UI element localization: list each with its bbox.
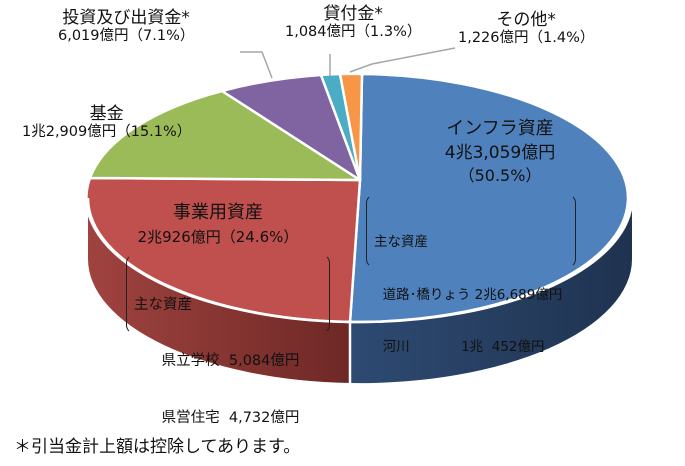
footnote: ＊引当金計上額は控除してあります。 [14, 437, 301, 457]
label-kashi-value: 1,084億円（1.3%） [285, 24, 422, 41]
label-sonota-value: 1,226億円（1.4%） [458, 30, 595, 47]
label-infra-name: インフラ資産 [446, 118, 554, 139]
label-sonota-name: その他* [496, 10, 556, 30]
label-kashi-name: 貸付金* [323, 4, 383, 24]
slice-sonota [338, 72, 364, 182]
infra-box-heading: 主な資産 [374, 234, 428, 251]
label-toshi-name: 投資及び出資金* [62, 8, 190, 28]
label-infra-pct: （50.5%） [458, 165, 542, 185]
pie-top [85, 72, 630, 324]
top-rim [86, 197, 634, 324]
label-kikin: 基金 1兆2,909億円（15.1%） [22, 104, 191, 142]
label-jigyo: 事業用資産 2兆926億円（24.6%） [118, 202, 318, 246]
label-sonota: その他* 1,226億円（1.4%） [458, 10, 594, 48]
label-toshi-value: 6,019億円（7.1%） [58, 28, 195, 45]
label-infra: インフラ資産 4兆3,059億円 （50.5%） [420, 118, 580, 185]
label-infra-value: 4兆3,059億円 [444, 142, 556, 163]
slice-kikin [88, 89, 362, 182]
jigyo-box-heading: 主な資産 [134, 296, 192, 313]
infra-detail-box: 主な資産 道路･橋りょう 2兆6,689億円 河川 1兆 452億円 [374, 199, 562, 374]
jigyo-box-line2: 県営住宅 4,732億円 [134, 409, 300, 426]
leader-sonota [349, 47, 456, 73]
pie-side-walls [87, 198, 633, 384]
jigyo-detail-box: 主な資産 県立学校 5,084億円 県営住宅 4,732億円 [134, 258, 299, 446]
slice-side-jigyo [87, 198, 350, 383]
label-toshi: 投資及び出資金* 6,019億円（7.1%） [58, 8, 194, 46]
infra-box-line2: 河川 1兆 452億円 [374, 339, 545, 356]
leader-toshi [240, 51, 273, 79]
leader-lines [240, 47, 456, 79]
slice-side-infra [350, 198, 633, 384]
jigyo-box-line1: 県立学校 5,084億円 [134, 353, 300, 370]
jigyo-bracket [126, 254, 330, 334]
label-kikin-value: 1兆2,909億円（15.1%） [22, 124, 192, 141]
infra-bracket [366, 194, 576, 268]
label-jigyo-value: 2兆926億円（24.6%） [137, 227, 299, 246]
label-jigyo-name: 事業用資産 [173, 202, 263, 223]
label-kikin-name: 基金 [89, 104, 124, 124]
infra-box-line1: 道路･橋りょう 2兆6,689億円 [374, 286, 563, 303]
label-kashi: 貸付金* 1,084億円（1.3%） [285, 4, 421, 42]
